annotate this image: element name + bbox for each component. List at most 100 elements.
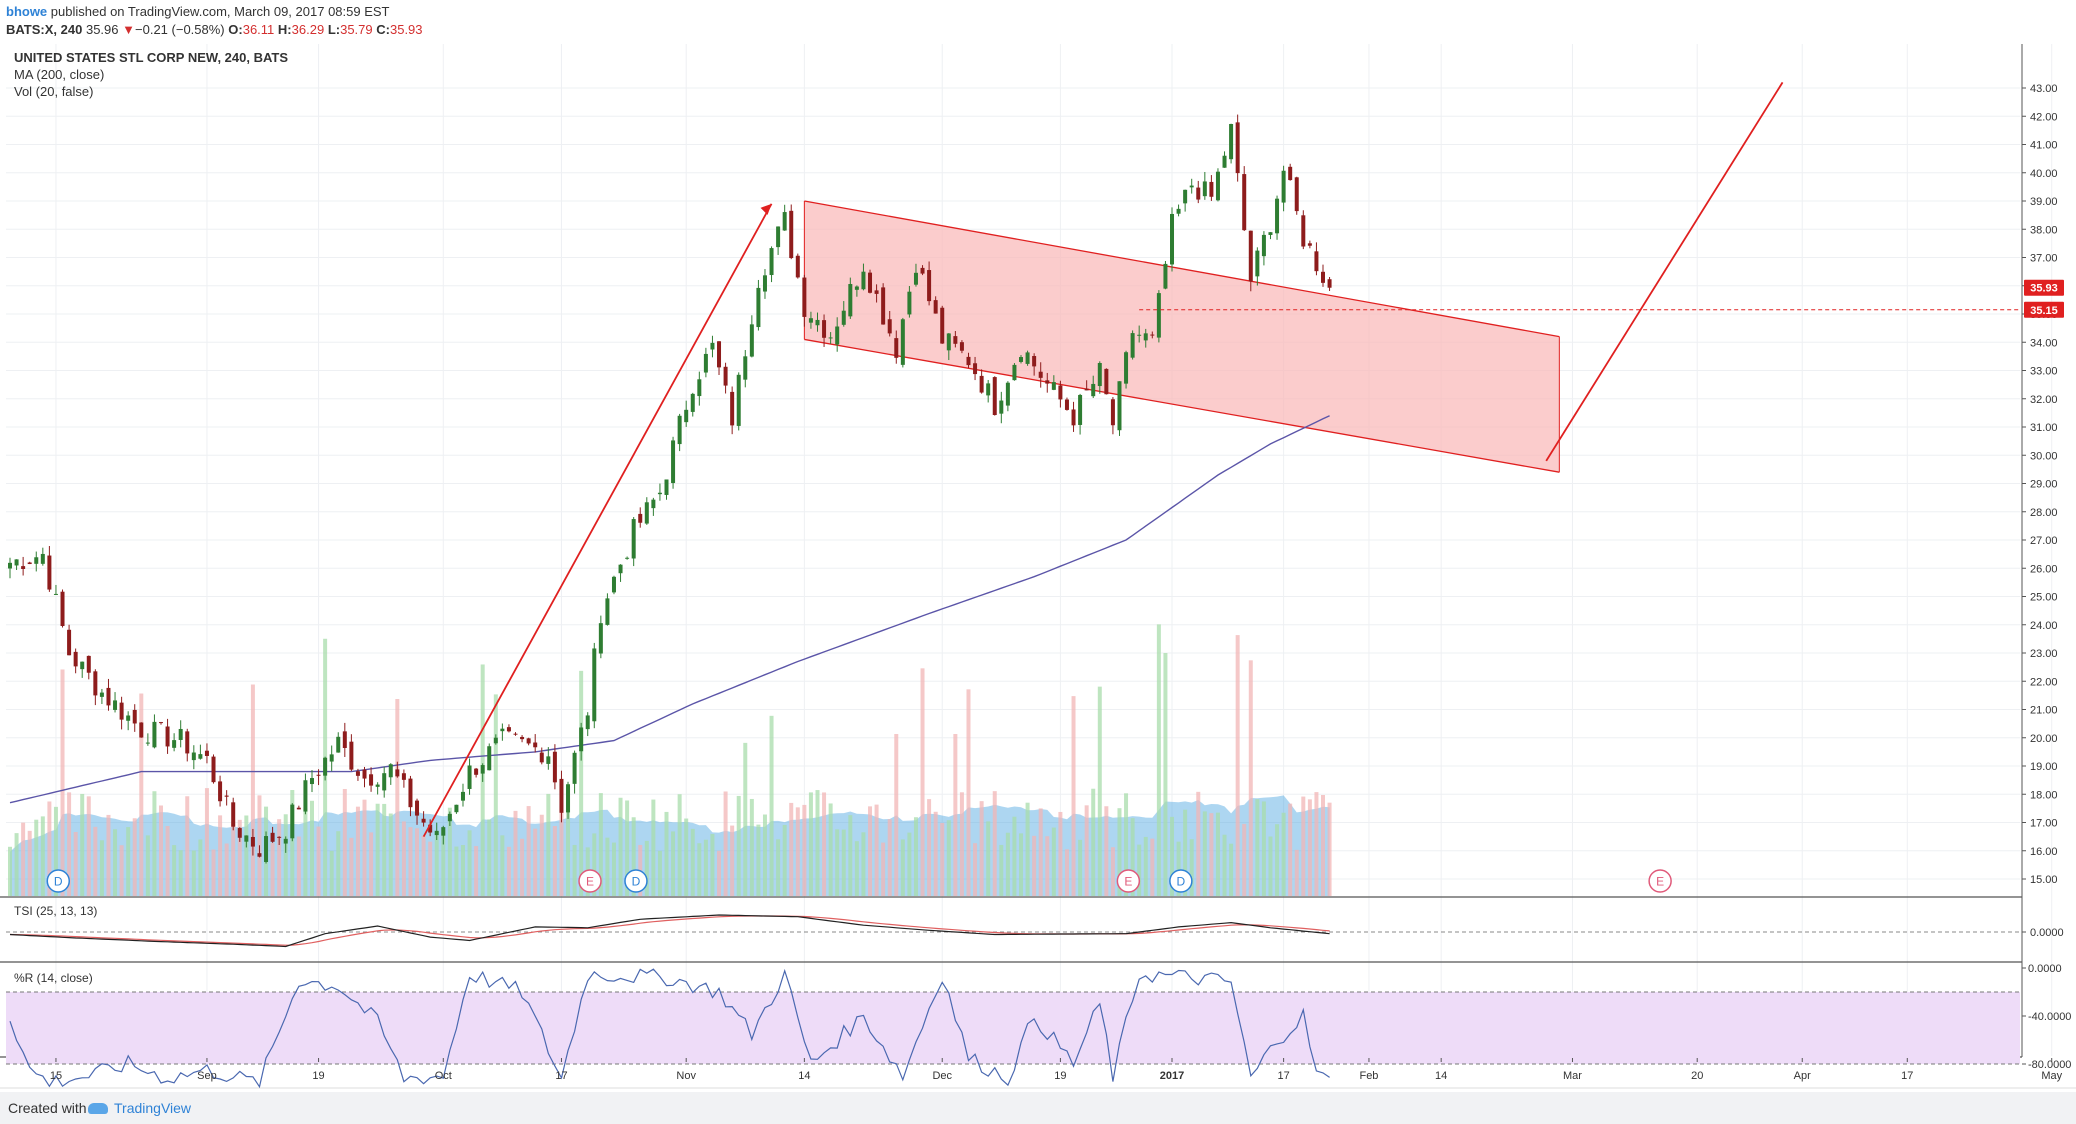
candle-body bbox=[296, 807, 301, 810]
candle-body bbox=[1091, 383, 1096, 397]
price-tick-label: 22.00 bbox=[2030, 676, 2058, 688]
volume-bar bbox=[244, 815, 249, 896]
volume-bar bbox=[513, 810, 518, 896]
candle-body bbox=[782, 212, 787, 231]
volume-bar bbox=[618, 797, 623, 896]
dividend-event-icon bbox=[624, 869, 648, 893]
candle-body bbox=[329, 754, 334, 762]
candle-body bbox=[1170, 213, 1175, 265]
time-tick-label: Feb bbox=[1359, 1070, 1378, 1082]
volume-bar bbox=[185, 796, 190, 896]
volume-bar bbox=[290, 790, 295, 896]
candle-body bbox=[894, 338, 899, 358]
candle-body bbox=[428, 824, 433, 833]
candle-body bbox=[808, 318, 813, 323]
candle-body bbox=[290, 804, 295, 839]
volume-bar bbox=[178, 850, 183, 896]
volume-bar bbox=[34, 819, 39, 896]
price-tick-label: 27.00 bbox=[2030, 535, 2058, 547]
candle-body bbox=[959, 342, 964, 351]
volume-bar bbox=[868, 806, 873, 896]
price-tick-label: 17.00 bbox=[2030, 818, 2058, 830]
candle-body bbox=[900, 319, 905, 365]
volume-bar bbox=[1314, 792, 1319, 896]
candle-body bbox=[566, 784, 571, 813]
candle-body bbox=[966, 356, 971, 366]
candle-body bbox=[500, 728, 505, 732]
candle-body bbox=[552, 751, 557, 783]
volume-bar bbox=[625, 800, 630, 896]
price-tick-label: 20.00 bbox=[2030, 733, 2058, 745]
dividend-event-icon bbox=[1169, 869, 1193, 893]
volume-bar bbox=[434, 833, 439, 896]
volume-bar bbox=[1170, 816, 1175, 896]
trend-drawings[interactable] bbox=[422, 81, 2020, 838]
candle-body bbox=[723, 366, 728, 386]
volume-bar bbox=[1019, 833, 1024, 896]
candle-body bbox=[1071, 409, 1076, 426]
candle-body bbox=[546, 756, 551, 764]
time-axis[interactable]: 15 Sep 19 Oct 17 Nov 14 Dec 19 2017 17 Feb 14 Mar 20 Ap… bbox=[50, 1058, 2076, 1082]
volume-bar bbox=[664, 811, 669, 896]
chart-area[interactable]: D E D E D E 43.00 42.00 41.00 40.00 39.00 38.00 37.… bbox=[0, 44, 2076, 1092]
price-axis[interactable]: 43.0042.0041.0040.0039.0038.0037.0036.00… bbox=[2022, 83, 2064, 886]
candle-body bbox=[1321, 271, 1325, 283]
candle-body bbox=[907, 291, 912, 315]
volume-bar bbox=[539, 814, 544, 896]
tsi-signal-line bbox=[9, 915, 1330, 946]
volume-bar bbox=[362, 799, 367, 896]
candle-body bbox=[1025, 352, 1030, 364]
tradingview-logo[interactable]: TradingView bbox=[88, 1100, 191, 1116]
volume-bar bbox=[966, 689, 971, 896]
price-tick-label: 16.00 bbox=[2030, 846, 2058, 858]
candle-body bbox=[277, 836, 282, 838]
candle-body bbox=[336, 736, 341, 753]
time-tick-label: 17 bbox=[555, 1070, 567, 1082]
earnings-event-icon bbox=[578, 869, 602, 893]
candle-body bbox=[342, 731, 347, 748]
candle-body bbox=[539, 752, 544, 763]
volume-bar bbox=[329, 850, 334, 896]
candle-body bbox=[625, 557, 630, 559]
volume-bar bbox=[907, 832, 912, 896]
volume-bar bbox=[375, 803, 380, 896]
volume-bar bbox=[900, 839, 905, 896]
candle-body bbox=[1130, 333, 1135, 358]
candle-body bbox=[434, 830, 439, 836]
volume-bar bbox=[579, 670, 584, 896]
volume-bar bbox=[487, 819, 492, 896]
candle-body bbox=[1301, 215, 1306, 247]
time-tick-label: 19 bbox=[1054, 1070, 1066, 1082]
candle-body bbox=[1255, 250, 1260, 277]
volume-bar bbox=[756, 824, 761, 896]
candle-body bbox=[703, 353, 708, 373]
volume-bar bbox=[644, 840, 649, 896]
volume-bar bbox=[881, 842, 886, 896]
volume-bar bbox=[999, 844, 1004, 896]
volume-bar bbox=[684, 818, 689, 896]
candle-body bbox=[913, 272, 918, 285]
candle-body bbox=[40, 553, 45, 564]
candle-body bbox=[270, 832, 275, 842]
time-tick-label: 19 bbox=[312, 1070, 324, 1082]
wr-legend: %R (14, close) bbox=[14, 971, 93, 985]
volume-bar bbox=[933, 811, 938, 896]
candle-body bbox=[257, 853, 262, 857]
volume-bar bbox=[204, 788, 209, 896]
candle-body bbox=[815, 319, 820, 326]
candle-body bbox=[1005, 382, 1010, 406]
volume-bar bbox=[1268, 836, 1273, 896]
descending-channel[interactable] bbox=[803, 200, 1560, 473]
price-label-text: 35.15 bbox=[2030, 305, 2058, 317]
candle-body bbox=[1196, 187, 1201, 200]
candle-body bbox=[185, 731, 190, 754]
candle-body bbox=[47, 555, 52, 590]
candle-body bbox=[14, 559, 19, 566]
candle-body bbox=[1261, 234, 1266, 257]
price-tick-label: 40.00 bbox=[2030, 168, 2058, 180]
volume-bar bbox=[198, 839, 203, 896]
username-link[interactable]: bhowe bbox=[6, 4, 48, 19]
event-label: E bbox=[1656, 875, 1664, 889]
volume-bar bbox=[349, 837, 354, 896]
